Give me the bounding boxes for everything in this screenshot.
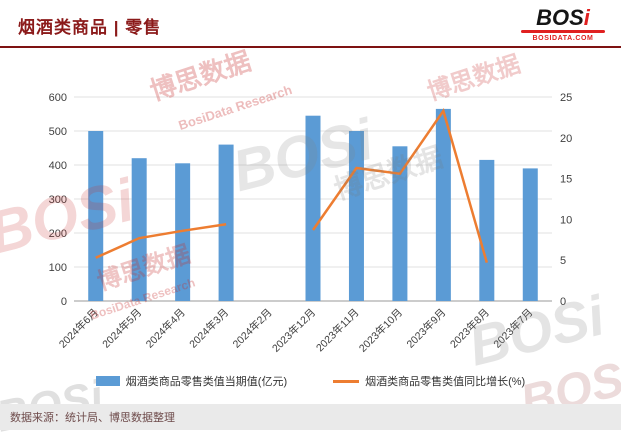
header-divider bbox=[0, 46, 621, 48]
svg-text:10: 10 bbox=[560, 214, 572, 226]
bosi-logo: BOSi BOSIDATA.COM bbox=[517, 7, 609, 42]
svg-text:2024年2月: 2024年2月 bbox=[230, 306, 275, 351]
svg-text:2023年9月: 2023年9月 bbox=[404, 306, 449, 351]
svg-text:300: 300 bbox=[49, 194, 67, 206]
footer-bar: 数据来源：统计局、博思数据整理 bbox=[0, 404, 621, 430]
legend-line-label: 烟酒类商品零售类值同比增长(%) bbox=[365, 376, 526, 388]
svg-text:600: 600 bbox=[49, 92, 67, 104]
logo-bos-text: BOS bbox=[536, 5, 584, 30]
svg-text:200: 200 bbox=[49, 228, 67, 240]
svg-text:2023年8月: 2023年8月 bbox=[447, 306, 492, 351]
bar-series-swatch bbox=[95, 376, 120, 386]
svg-text:2023年10月: 2023年10月 bbox=[356, 306, 405, 355]
svg-text:20: 20 bbox=[560, 133, 572, 145]
legend-item-line: 烟酒类商品零售类值同比增长(%) bbox=[333, 373, 525, 389]
legend-bar-label: 烟酒类商品零售类值当期值(亿元) bbox=[125, 376, 288, 388]
svg-text:400: 400 bbox=[49, 160, 67, 172]
svg-text:2023年7月: 2023年7月 bbox=[491, 306, 536, 351]
svg-text:500: 500 bbox=[49, 126, 67, 138]
svg-text:100: 100 bbox=[49, 262, 67, 274]
line-series-swatch bbox=[333, 379, 360, 383]
svg-text:2023年11月: 2023年11月 bbox=[313, 306, 361, 354]
legend-item-bar: 烟酒类商品零售类值当期值(亿元) bbox=[95, 373, 288, 389]
logo-wordmark: BOSi bbox=[517, 7, 609, 29]
svg-text:2024年5月: 2024年5月 bbox=[100, 306, 145, 351]
logo-i-text: i bbox=[583, 5, 590, 30]
svg-text:2024年6月: 2024年6月 bbox=[56, 306, 101, 351]
svg-text:0: 0 bbox=[560, 296, 566, 308]
page-title: 烟酒类商品 | 零售 bbox=[18, 18, 162, 37]
svg-text:2024年3月: 2024年3月 bbox=[187, 306, 232, 351]
logo-domain-text: BOSIDATA.COM bbox=[532, 35, 594, 42]
svg-text:15: 15 bbox=[560, 174, 572, 186]
svg-text:5: 5 bbox=[560, 255, 566, 267]
logo-underline bbox=[521, 30, 605, 33]
data-source-text: 数据来源：统计局、博思数据整理 bbox=[10, 412, 175, 424]
svg-text:25: 25 bbox=[560, 92, 572, 104]
chart-legend: 烟酒类商品零售类值当期值(亿元) 烟酒类商品零售类值同比增长(%) bbox=[0, 373, 621, 389]
svg-text:0: 0 bbox=[61, 296, 67, 308]
svg-text:2023年12月: 2023年12月 bbox=[269, 306, 318, 355]
svg-text:2024年4月: 2024年4月 bbox=[143, 306, 188, 351]
